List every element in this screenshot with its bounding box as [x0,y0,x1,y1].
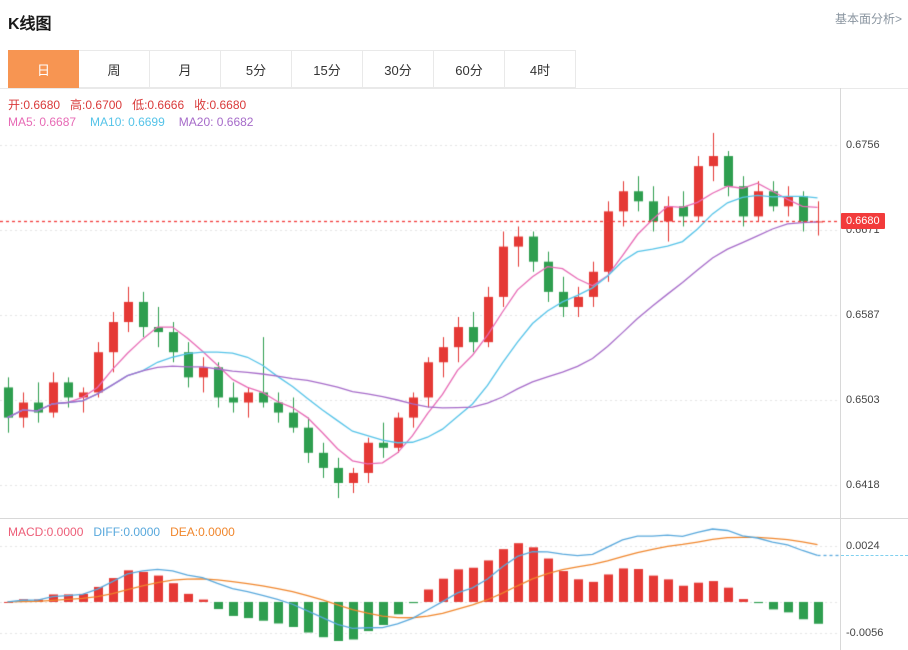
ma20-value: MA20: 0.6682 [178,115,254,129]
price-axis-label: 0.6418 [846,479,880,491]
tab-week[interactable]: 周 [79,50,150,88]
ma-info: MA5: 0.6687 MA10: 0.6699 MA20: 0.6682 [8,115,253,129]
low-value: 低:0.6666 [132,98,185,112]
tab-60min[interactable]: 60分 [434,50,505,88]
candlestick-pane: 开:0.6680 高:0.6700 低:0.6666 收:0.6680 MA5:… [0,88,841,518]
ohlc-info: 开:0.6680 高:0.6700 低:0.6666 收:0.6680 [8,96,246,113]
tab-day[interactable]: 日 [8,50,79,88]
fundamental-analysis-link[interactable]: 基本面分析> [834,12,902,26]
tab-30min[interactable]: 30分 [363,50,434,88]
macd-value: MACD:0.0000 [8,525,84,539]
macd-info: MACD:0.0000 DIFF:0.0000 DEA:0.0000 [8,525,235,539]
macd-axis: 0.0024 -0.0056 [841,518,908,650]
price-axis-label: 0.6503 [846,394,880,406]
tab-4hour[interactable]: 4时 [505,50,576,88]
macd-pane: MACD:0.0000 DIFF:0.0000 DEA:0.0000 [0,518,841,650]
ma5-value: MA5: 0.6687 [8,115,77,129]
tab-month[interactable]: 月 [150,50,221,88]
current-price-tag: 0.6680 [841,212,885,229]
price-axis-label: 0.6587 [846,309,880,321]
tab-15min[interactable]: 15分 [292,50,363,88]
timeframe-tabs: 日 周 月 5分 15分 30分 60分 4时 [0,50,908,89]
diff-dashed-extension [841,555,908,556]
macd-axis-label: -0.0056 [846,627,884,639]
dea-value: DEA:0.0000 [170,525,235,539]
tab-5min[interactable]: 5分 [221,50,292,88]
price-axis-label: 0.6756 [846,139,880,151]
diff-value: DIFF:0.0000 [93,525,161,539]
candlestick-canvas[interactable] [0,88,840,518]
macd-axis-label: 0.0024 [846,540,880,552]
macd-canvas[interactable] [0,519,840,650]
page-title: K线图 [8,16,52,33]
close-value: 收:0.6680 [194,98,247,112]
open-value: 开:0.6680 [8,98,61,112]
high-value: 高:0.6700 [70,98,123,112]
ma10-value: MA10: 0.6699 [90,115,165,129]
price-axis: 0.6680 0.6756 0.6671 0.6587 0.6503 0.6418 [841,88,908,518]
